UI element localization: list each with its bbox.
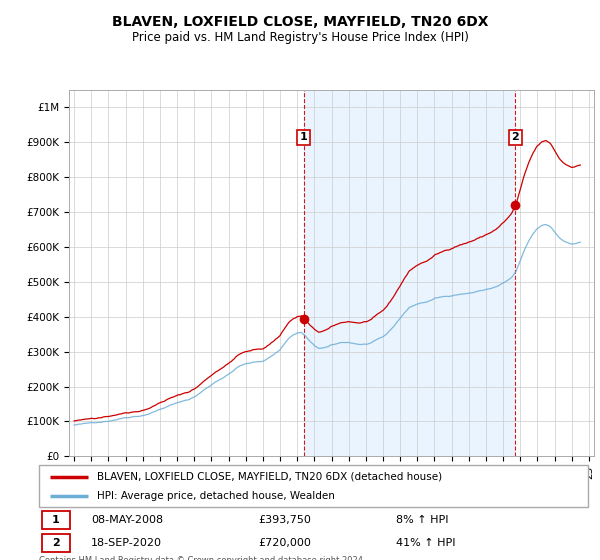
Text: 2: 2	[52, 538, 60, 548]
Text: 8% ↑ HPI: 8% ↑ HPI	[396, 515, 448, 525]
FancyBboxPatch shape	[42, 511, 70, 529]
Text: 18-SEP-2020: 18-SEP-2020	[91, 538, 162, 548]
FancyBboxPatch shape	[42, 534, 70, 552]
FancyBboxPatch shape	[39, 465, 588, 507]
Text: 41% ↑ HPI: 41% ↑ HPI	[396, 538, 455, 548]
Text: 08-MAY-2008: 08-MAY-2008	[91, 515, 163, 525]
Text: Price paid vs. HM Land Registry's House Price Index (HPI): Price paid vs. HM Land Registry's House …	[131, 31, 469, 44]
Text: Contains HM Land Registry data © Crown copyright and database right 2024.: Contains HM Land Registry data © Crown c…	[39, 556, 365, 560]
Text: £720,000: £720,000	[259, 538, 311, 548]
Text: 1: 1	[299, 132, 307, 142]
Text: BLAVEN, LOXFIELD CLOSE, MAYFIELD, TN20 6DX (detached house): BLAVEN, LOXFIELD CLOSE, MAYFIELD, TN20 6…	[97, 472, 442, 482]
Text: 2: 2	[512, 132, 519, 142]
Text: 1: 1	[52, 515, 60, 525]
Text: BLAVEN, LOXFIELD CLOSE, MAYFIELD, TN20 6DX: BLAVEN, LOXFIELD CLOSE, MAYFIELD, TN20 6…	[112, 15, 488, 29]
Text: £393,750: £393,750	[259, 515, 311, 525]
Bar	[304, 90, 515, 456]
Text: HPI: Average price, detached house, Wealden: HPI: Average price, detached house, Weal…	[97, 491, 335, 501]
